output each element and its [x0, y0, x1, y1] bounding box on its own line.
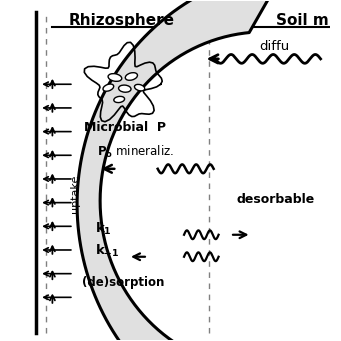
Text: diffu: diffu	[260, 40, 290, 53]
Polygon shape	[77, 0, 341, 341]
Text: desorbable: desorbable	[237, 193, 315, 206]
Polygon shape	[77, 0, 341, 341]
Text: uptake: uptake	[71, 175, 80, 213]
Text: (de)sorption: (de)sorption	[82, 276, 164, 288]
Ellipse shape	[108, 74, 122, 81]
Ellipse shape	[125, 73, 137, 80]
Text: $\mathbf{P_o}$ mineraliz.: $\mathbf{P_o}$ mineraliz.	[97, 144, 174, 160]
Text: Soil m: Soil m	[276, 13, 329, 28]
Text: Rhizosphere: Rhizosphere	[69, 13, 175, 28]
Ellipse shape	[103, 84, 114, 91]
Ellipse shape	[114, 97, 124, 103]
Text: Microbial  P: Microbial P	[84, 121, 166, 134]
Text: $\mathbf{k_1}$: $\mathbf{k_1}$	[95, 221, 112, 237]
Ellipse shape	[134, 84, 145, 91]
Text: $\mathbf{k_{-1}}$: $\mathbf{k_{-1}}$	[95, 243, 120, 259]
Ellipse shape	[119, 85, 131, 92]
